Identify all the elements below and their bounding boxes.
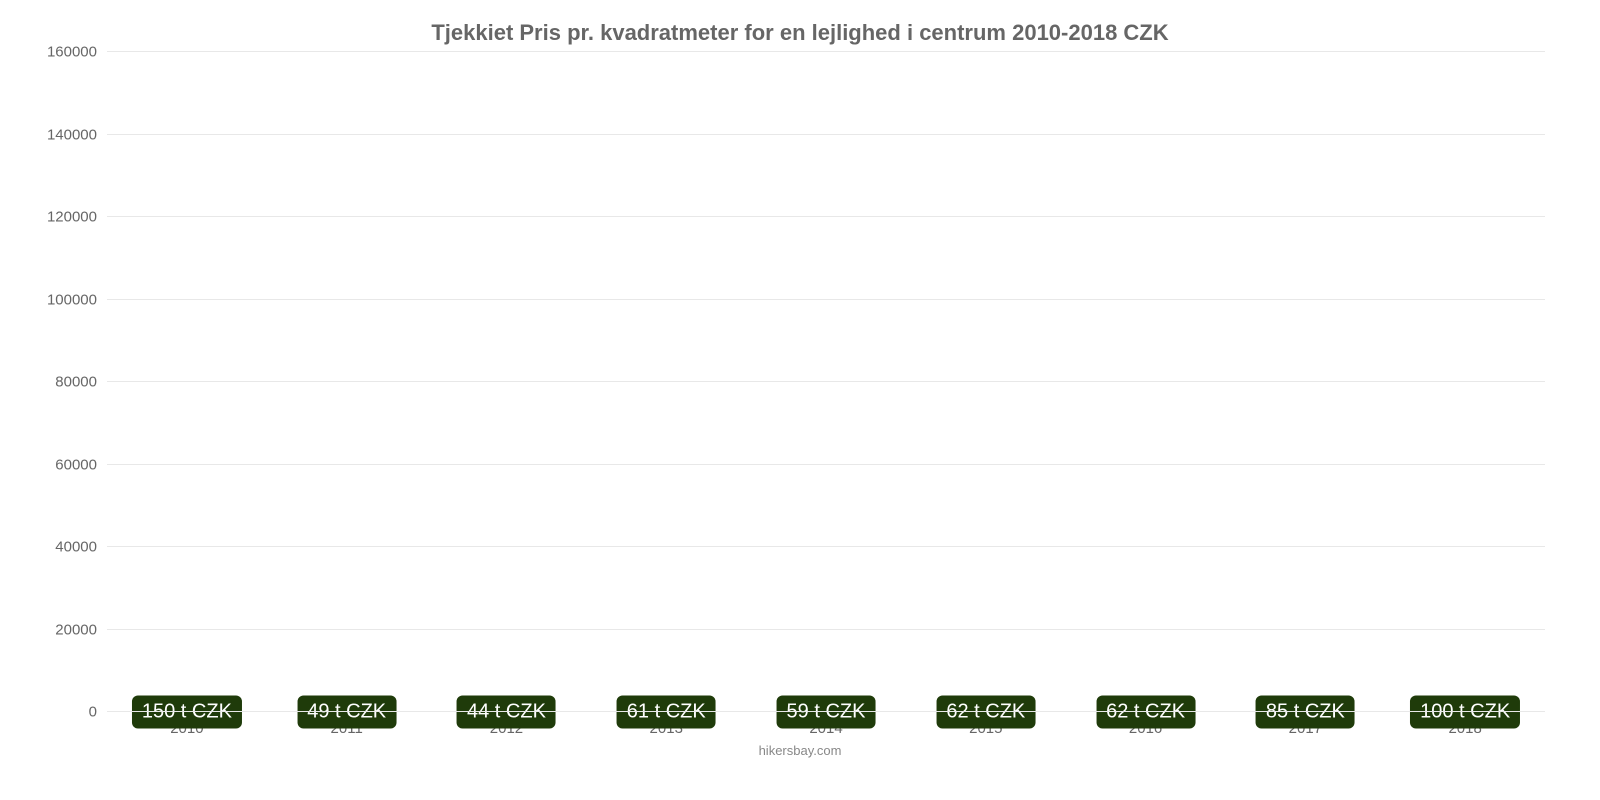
value-badge: 62 t CZK — [1096, 696, 1195, 729]
bar-chart: Tjekkiet Pris pr. kvadratmeter for en le… — [35, 20, 1565, 770]
grid-line — [107, 216, 1545, 217]
value-badge: 150 t CZK — [132, 696, 242, 729]
attribution: hikersbay.com — [35, 743, 1565, 758]
grid-line — [107, 464, 1545, 465]
value-badge: 62 t CZK — [936, 696, 1035, 729]
grid-line — [107, 134, 1545, 135]
plot-area: 150 t CZK49 t CZK44 t CZK61 t CZK59 t CZ… — [107, 52, 1545, 712]
value-badge: 85 t CZK — [1256, 696, 1355, 729]
y-tick-label: 80000 — [35, 374, 97, 391]
y-tick-label: 20000 — [35, 621, 97, 638]
y-tick-label: 0 — [35, 704, 97, 721]
value-badge: 61 t CZK — [617, 696, 716, 729]
grid-line — [107, 51, 1545, 52]
y-tick-label: 60000 — [35, 456, 97, 473]
grid-line — [107, 381, 1545, 382]
value-badge: 44 t CZK — [457, 696, 556, 729]
grid-line — [107, 299, 1545, 300]
grid-line — [107, 629, 1545, 630]
value-badge: 100 t CZK — [1410, 696, 1520, 729]
value-badge: 59 t CZK — [777, 696, 876, 729]
bars-container: 150 t CZK49 t CZK44 t CZK61 t CZK59 t CZ… — [107, 52, 1545, 712]
y-tick-label: 100000 — [35, 291, 97, 308]
chart-title: Tjekkiet Pris pr. kvadratmeter for en le… — [35, 20, 1565, 46]
y-tick-label: 40000 — [35, 539, 97, 556]
y-tick-label: 120000 — [35, 209, 97, 226]
grid-line — [107, 546, 1545, 547]
y-tick-label: 140000 — [35, 126, 97, 143]
grid-line — [107, 711, 1545, 712]
value-badge: 49 t CZK — [297, 696, 396, 729]
y-tick-label: 160000 — [35, 44, 97, 61]
